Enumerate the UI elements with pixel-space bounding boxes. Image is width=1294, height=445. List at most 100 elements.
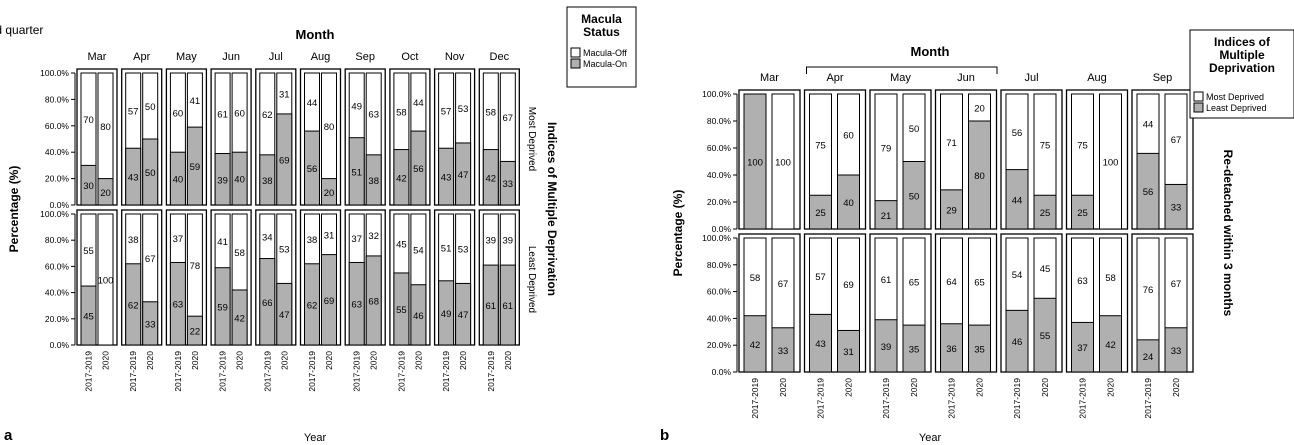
bar-bottom-segment xyxy=(874,200,898,230)
data-label: 56 xyxy=(1143,187,1154,198)
y-tick-label: 60.0% xyxy=(45,261,70,271)
data-label: 63 xyxy=(368,109,379,120)
bar-bottom-segment xyxy=(837,174,860,230)
data-label: 20 xyxy=(324,188,335,199)
bar-bottom-segment xyxy=(304,263,320,346)
data-label: 67 xyxy=(145,254,156,265)
month-label: Jul xyxy=(269,51,283,63)
bar-bottom-segment xyxy=(186,126,203,206)
row-label: Least Deprived xyxy=(526,246,537,313)
data-label: 62 xyxy=(262,110,273,121)
data-label: 44 xyxy=(1012,195,1023,206)
data-label: 45 xyxy=(396,239,407,250)
data-label: 50 xyxy=(909,191,920,202)
panel-label: a xyxy=(4,427,13,444)
legend-swatch xyxy=(1193,91,1204,102)
data-label: 63 xyxy=(1077,276,1088,287)
data-label: 75 xyxy=(1077,141,1088,152)
data-label: 44 xyxy=(1143,120,1154,131)
panel-b-chart: b Month Year Percentage (%) Re-detached with… xyxy=(0,23,1294,444)
facet-box xyxy=(344,209,386,346)
year-tick-label: 2017-2019 xyxy=(173,351,183,392)
year-tick-label: 2020 xyxy=(369,351,379,370)
bar-bottom-segment xyxy=(80,164,97,206)
facet-box xyxy=(165,209,208,346)
bar-bottom-segment xyxy=(142,138,159,206)
year-tick-label: 2020 xyxy=(778,378,788,397)
year-tick-label: 2017-2019 xyxy=(262,351,272,392)
data-label: 51 xyxy=(351,167,362,178)
data-label: 53 xyxy=(458,245,469,256)
data-label: 44 xyxy=(307,98,318,109)
bar-bottom-segment xyxy=(743,93,767,230)
data-label: 100 xyxy=(1103,158,1119,169)
data-label: 49 xyxy=(441,309,452,320)
bar-bottom-segment xyxy=(321,178,337,206)
data-label: 62 xyxy=(128,300,139,311)
data-label: 33 xyxy=(145,319,156,330)
year-tick-label: 2017-2019 xyxy=(1143,378,1153,419)
year-tick-label: 2020 xyxy=(324,351,334,370)
year-tick-label: 2017-2019 xyxy=(352,351,362,392)
bar-bottom-segment xyxy=(438,147,455,206)
chart-title: Month xyxy=(296,27,335,42)
facet-box xyxy=(934,233,998,373)
bar-bottom-segment xyxy=(365,255,382,346)
y-tick-label: 60.0% xyxy=(707,287,732,297)
year-tick-label: 2020 xyxy=(1171,378,1181,397)
y-tick-label: 80.0% xyxy=(45,94,70,104)
x-axis-label: Year xyxy=(304,432,327,444)
data-label: 37 xyxy=(1077,343,1088,354)
bar-bottom-segment xyxy=(214,153,231,206)
data-label: 22 xyxy=(190,327,201,338)
year-tick-label: 2017-2019 xyxy=(1012,378,1022,419)
bar-bottom-segment xyxy=(1164,327,1188,373)
bar-bottom-segment xyxy=(348,137,365,206)
bar-bottom-segment xyxy=(940,189,963,230)
y-tick-label: 40.0% xyxy=(45,288,70,298)
data-label: 62 xyxy=(307,300,318,311)
data-label: 43 xyxy=(815,339,826,350)
data-label: 57 xyxy=(815,272,826,283)
data-label: 20 xyxy=(100,188,111,199)
legend-title: Status xyxy=(583,25,620,39)
facet-box xyxy=(165,68,208,206)
legend-item: Least Deprived xyxy=(1206,103,1267,113)
data-label: 60 xyxy=(234,109,245,120)
bar-bottom-segment xyxy=(837,329,860,373)
bar-bottom-segment xyxy=(304,130,320,206)
year-tick-label: 2020 xyxy=(503,351,513,370)
legend-title: Indices of xyxy=(1214,35,1271,49)
facet-box xyxy=(299,68,342,206)
data-label: 39 xyxy=(217,175,228,186)
bar-bottom-segment xyxy=(455,282,472,346)
year-tick-label: 2017-2019 xyxy=(396,351,406,392)
month-label: Sep xyxy=(355,51,375,63)
month-label: Mar xyxy=(88,51,107,63)
year-tick-label: 2020 xyxy=(1106,378,1116,397)
year-tick-label: 2020 xyxy=(413,351,423,370)
data-label: 100 xyxy=(775,158,791,169)
bar-bottom-segment xyxy=(940,323,963,373)
second-quarter-bracket xyxy=(806,66,998,74)
bar-bottom-segment xyxy=(348,261,365,346)
y-tick-label: 0.0% xyxy=(50,200,70,210)
month-label: May xyxy=(890,72,911,84)
data-label: 45 xyxy=(83,312,94,323)
data-label: 58 xyxy=(486,107,497,118)
facet-box xyxy=(869,233,932,373)
facet-box xyxy=(478,209,520,346)
data-label: 100 xyxy=(747,158,763,169)
data-label: 31 xyxy=(843,347,854,358)
year-tick-label: 2020 xyxy=(279,351,289,370)
legend-item: Most Deprived xyxy=(1206,92,1264,102)
data-label: 39 xyxy=(881,342,892,353)
facet-box xyxy=(344,68,386,206)
bar-bottom-segment xyxy=(410,284,427,346)
data-label: 34 xyxy=(262,232,273,243)
bar-bottom-segment xyxy=(1071,194,1094,230)
data-label: 67 xyxy=(778,279,789,290)
bar-bottom-segment xyxy=(482,149,499,206)
bar-bottom-segment xyxy=(80,285,97,346)
legend-swatch xyxy=(570,58,581,69)
